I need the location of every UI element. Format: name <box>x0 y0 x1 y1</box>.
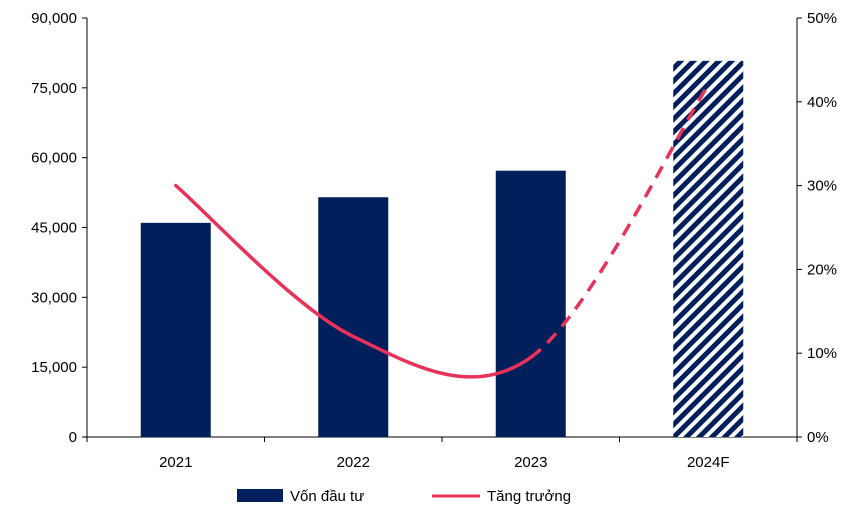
legend-label-growth: Tăng trưởng <box>487 488 571 505</box>
y-left-tick-label: 75,000 <box>31 80 77 97</box>
y-right-tick-label: 50% <box>807 10 837 27</box>
y-right-tick-label: 20% <box>807 261 837 278</box>
growth-line-solid <box>174 183 533 379</box>
legend-swatch-investment <box>237 489 283 502</box>
y-left-tick-label: 0 <box>69 429 77 446</box>
y-left-tick-label: 45,000 <box>31 220 77 237</box>
y-right-tick-label: 40% <box>807 94 837 111</box>
x-tick-label: 2021 <box>159 454 192 471</box>
x-tick-label: 2022 <box>337 454 370 471</box>
bar <box>318 197 389 437</box>
y-left-tick-label: 90,000 <box>31 10 77 27</box>
x-tick-label: 2023 <box>514 454 547 471</box>
bar <box>495 170 566 438</box>
legend: Vốn đầu tư Tăng trưởng <box>237 488 571 505</box>
y-right-tick-label: 10% <box>807 345 837 362</box>
growth-line-forecast <box>529 84 710 359</box>
y-right-tick-label: 30% <box>807 178 837 195</box>
legend-label-investment: Vốn đầu tư <box>290 488 364 505</box>
bar <box>140 222 211 437</box>
x-tick-label: 2024F <box>687 454 730 471</box>
y-left-tick-label: 60,000 <box>31 150 77 167</box>
y-left-tick-label: 15,000 <box>31 359 77 376</box>
bar-forecast <box>673 60 744 437</box>
y-right-tick-label: 0% <box>807 429 829 446</box>
y-left-tick-label: 30,000 <box>31 289 77 306</box>
